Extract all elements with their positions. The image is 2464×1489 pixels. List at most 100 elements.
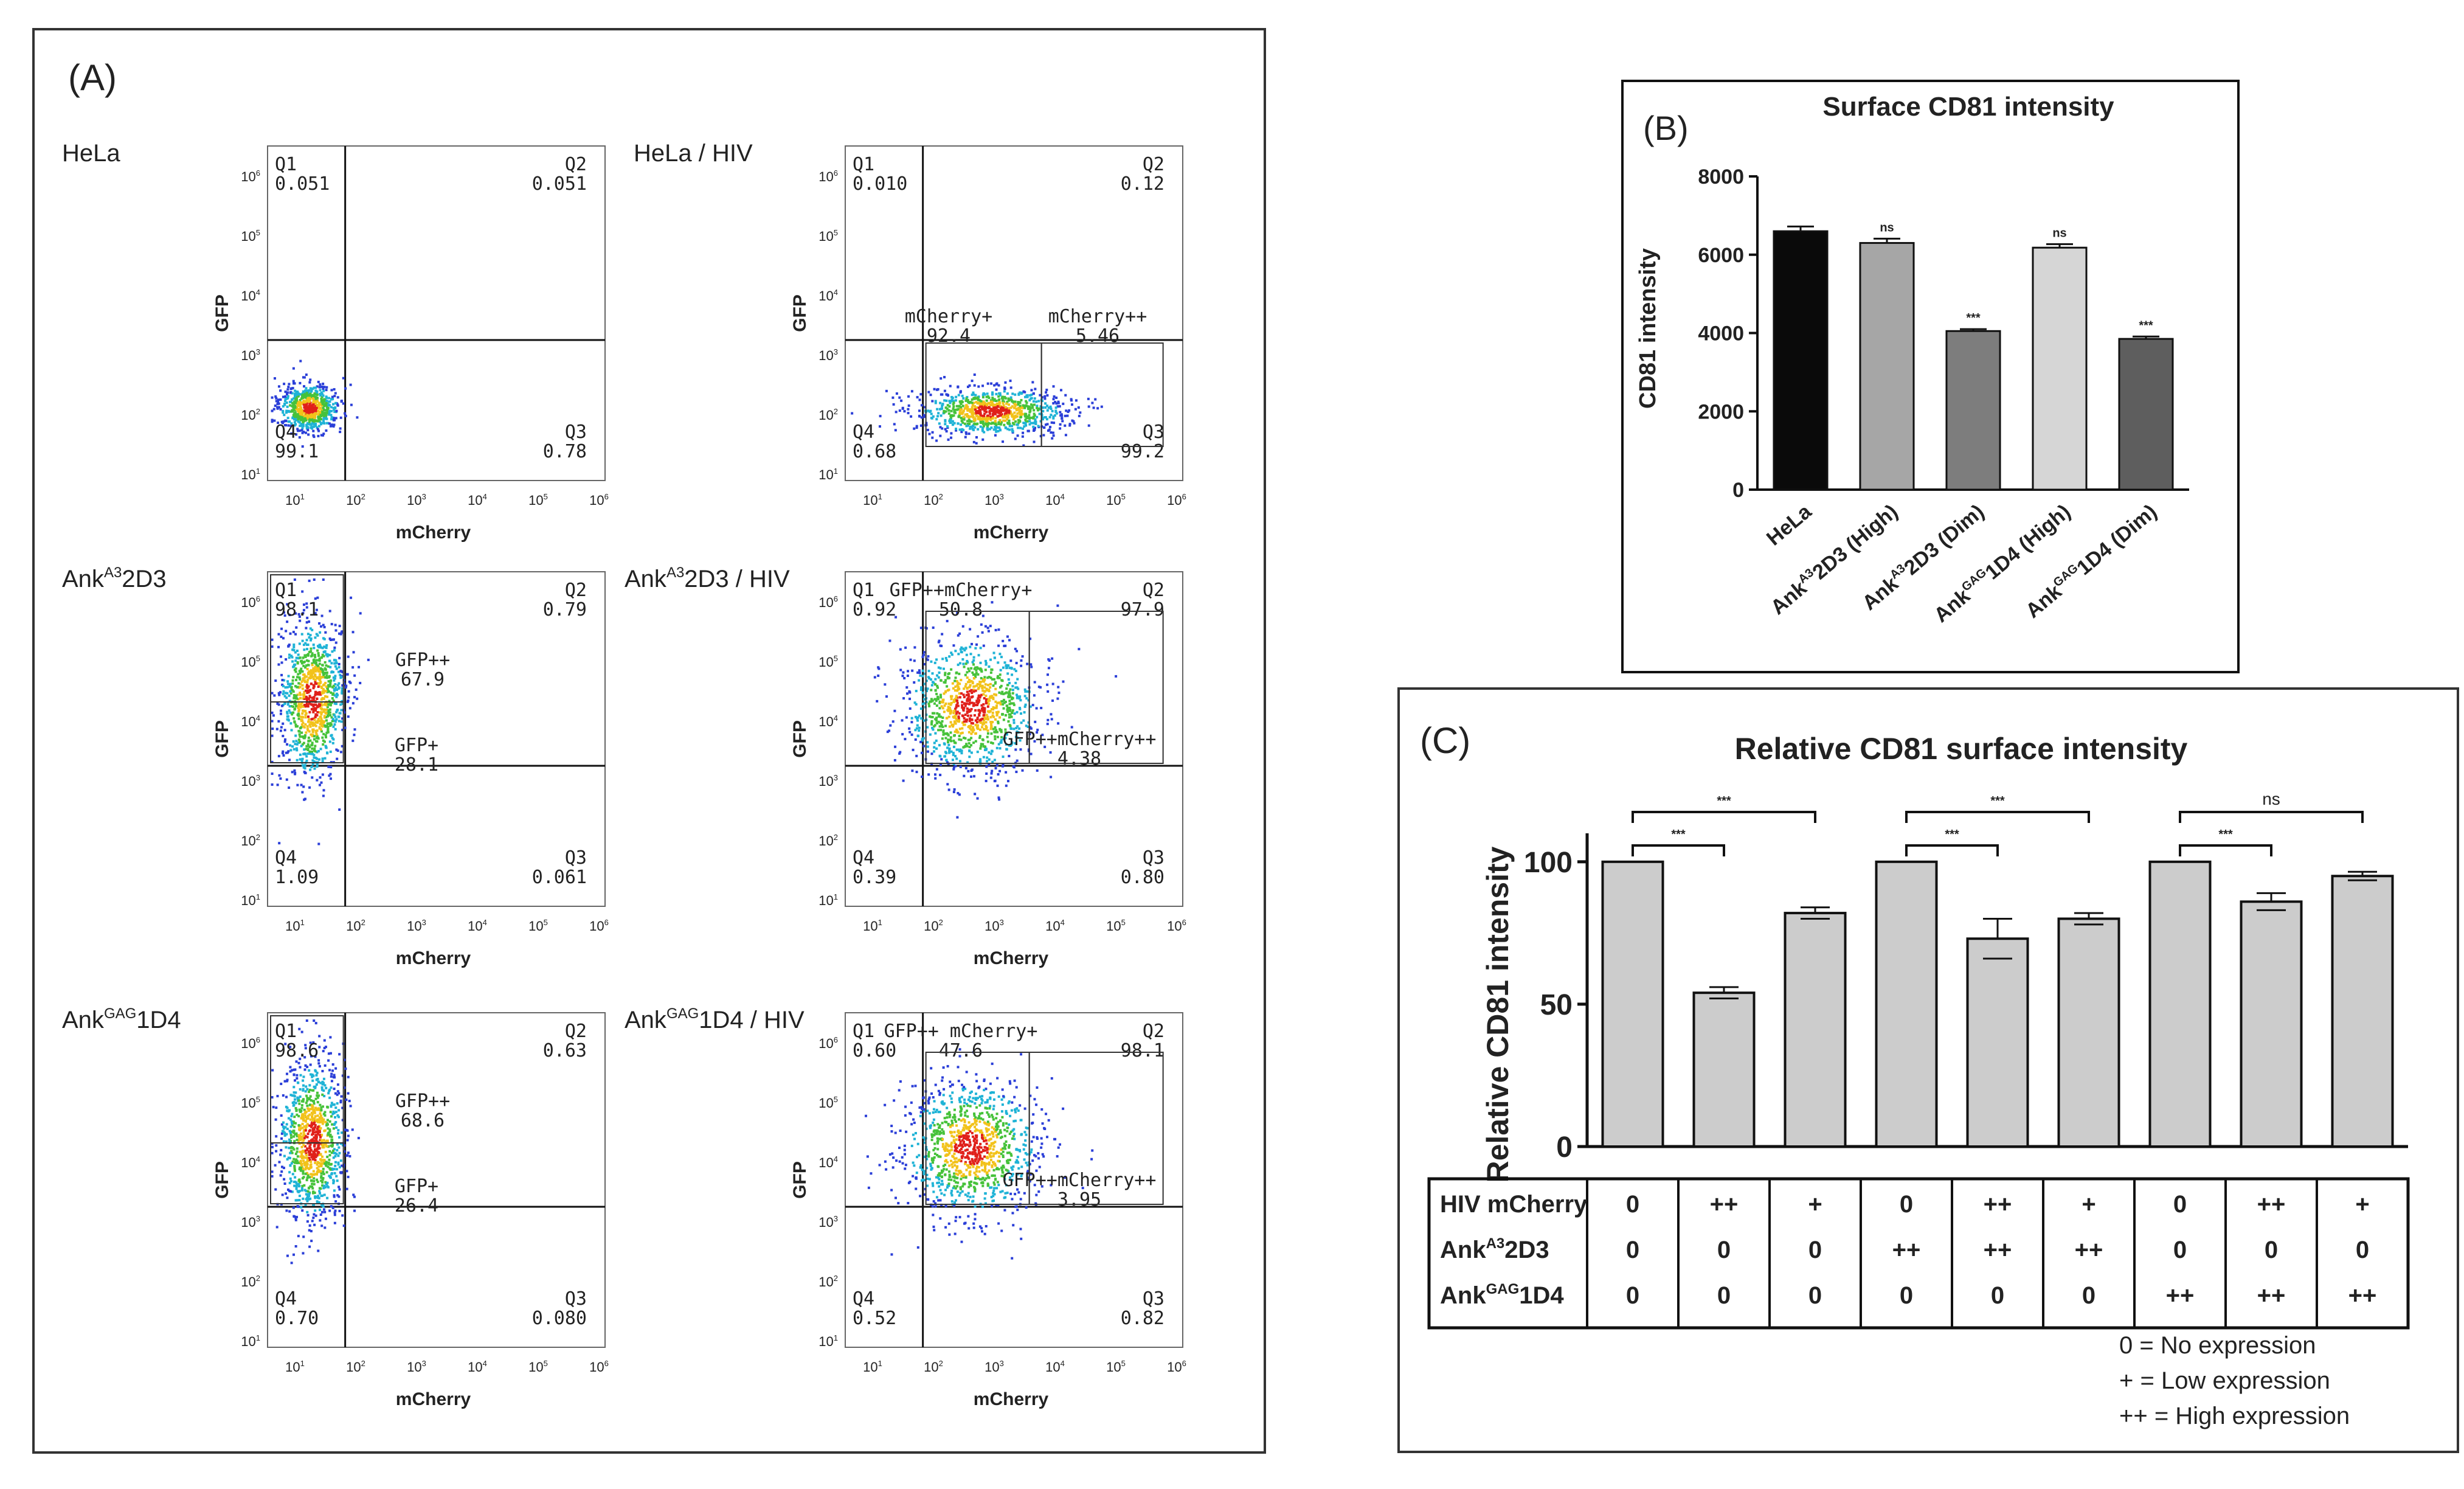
event-dot — [323, 1095, 326, 1098]
event-dot — [322, 1112, 325, 1116]
event-dot — [323, 1193, 326, 1196]
event-dot — [954, 707, 957, 710]
event-dot — [941, 737, 944, 740]
event-dot — [924, 672, 927, 675]
event-dot — [310, 1153, 313, 1156]
event-dot — [1023, 425, 1026, 428]
event-dot — [325, 422, 328, 425]
event-dot — [316, 736, 319, 739]
event-dot — [980, 743, 983, 746]
event-dot — [303, 1184, 306, 1187]
event-dot — [1059, 423, 1062, 426]
event-dot — [303, 1108, 306, 1111]
event-dot — [877, 666, 880, 669]
event-dot — [949, 712, 952, 715]
event-dot — [996, 676, 999, 679]
q1-label: Q1 — [853, 580, 874, 601]
event-dot — [950, 436, 953, 439]
event-dot — [332, 1180, 335, 1183]
event-dot — [297, 1115, 300, 1118]
event-dot — [306, 681, 309, 684]
scatter-dots — [873, 601, 1118, 819]
event-dot — [294, 409, 297, 412]
event-dot — [312, 710, 315, 713]
event-dot — [296, 1183, 299, 1186]
event-dot — [300, 744, 303, 748]
event-dot — [955, 757, 958, 760]
event-dot — [313, 1145, 316, 1148]
event-dot — [1028, 398, 1031, 401]
event-dot — [1002, 400, 1005, 403]
event-dot — [300, 716, 303, 719]
event-dot — [946, 425, 949, 428]
event-dot — [341, 744, 344, 748]
event-dot — [282, 405, 285, 408]
event-dot — [302, 644, 305, 647]
flow-plot: AnkA32D3 Q198.1Q20.79Q30.061Q41.09GFP++67… — [62, 564, 609, 968]
y-tick-label: 103 — [241, 1214, 260, 1230]
event-dot — [302, 1197, 305, 1200]
event-dot — [309, 1143, 312, 1146]
event-dot — [311, 1187, 314, 1190]
event-dot — [972, 663, 975, 666]
event-dot — [299, 669, 302, 672]
event-dot — [296, 418, 299, 422]
event-dot — [334, 662, 337, 665]
event-dot — [977, 697, 980, 700]
event-dot — [957, 1118, 960, 1121]
event-dot — [1014, 400, 1017, 403]
event-dot — [274, 395, 277, 398]
event-dot — [974, 723, 977, 726]
event-dot — [295, 433, 298, 436]
event-dot — [289, 1066, 292, 1069]
event-dot — [286, 703, 289, 706]
event-dot — [1057, 400, 1060, 403]
event-dot — [895, 392, 898, 395]
event-dot — [922, 719, 926, 722]
event-dot — [1030, 416, 1033, 419]
event-dot — [1038, 412, 1041, 415]
event-dot — [1087, 424, 1090, 427]
event-dot — [353, 1209, 356, 1212]
event-dot — [333, 662, 336, 665]
event-dot — [321, 1122, 324, 1125]
event-dot — [316, 1094, 319, 1097]
event-dot — [323, 1162, 326, 1165]
event-dot — [308, 1157, 311, 1160]
event-dot — [333, 659, 336, 662]
q2-label: Q2 — [1143, 154, 1165, 175]
event-dot — [330, 623, 333, 626]
event-dot — [342, 377, 345, 380]
event-dot — [308, 620, 311, 623]
event-dot — [304, 1110, 307, 1113]
event-dot — [313, 436, 316, 439]
event-dot — [1047, 718, 1050, 721]
event-dot — [1018, 410, 1021, 413]
event-dot — [292, 740, 295, 743]
event-dot — [1012, 418, 1015, 421]
event-dot — [308, 1084, 311, 1087]
event-dot — [332, 1127, 335, 1130]
event-dot — [290, 705, 293, 708]
event-dot — [303, 1189, 306, 1192]
event-dot — [988, 710, 991, 713]
event-dot — [1004, 1192, 1007, 1195]
event-dot — [988, 676, 991, 679]
event-dot — [298, 1108, 301, 1111]
event-dot — [1025, 404, 1028, 407]
event-dot — [287, 424, 290, 427]
event-dot — [306, 389, 309, 392]
event-dot — [923, 1193, 926, 1196]
event-dot — [935, 747, 938, 750]
event-dot — [310, 409, 313, 412]
event-dot — [344, 387, 347, 390]
event-dot — [1059, 414, 1062, 417]
event-dot — [1019, 401, 1022, 404]
event-dot — [963, 723, 966, 726]
event-dot — [936, 1123, 940, 1126]
event-dot — [296, 676, 299, 679]
event-dot — [348, 1154, 351, 1158]
event-dot — [313, 1177, 316, 1180]
event-dot — [298, 642, 301, 645]
event-dot — [340, 675, 343, 678]
